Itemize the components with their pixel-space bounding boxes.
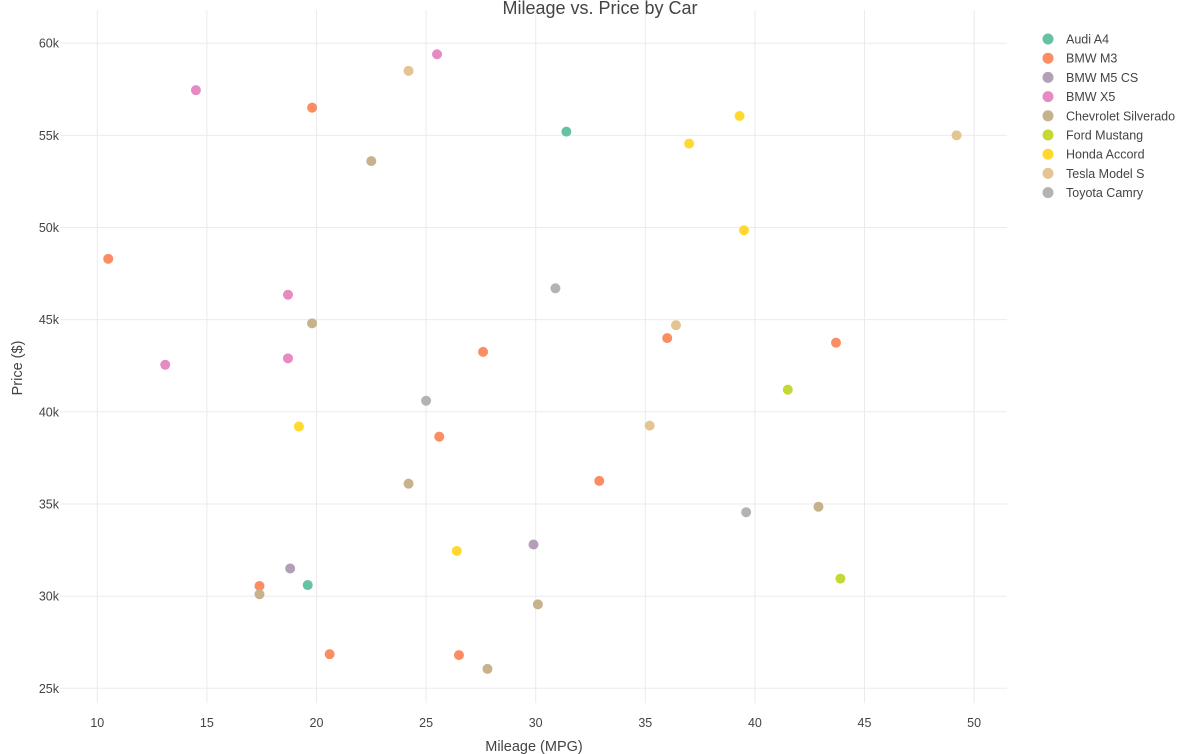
data-point[interactable]	[190, 85, 201, 96]
data-point[interactable]	[307, 318, 318, 329]
data-point[interactable]	[782, 384, 793, 395]
legend-label: Toyota Camry	[1066, 186, 1144, 200]
legend-item[interactable]: Chevrolet Silverado	[1042, 109, 1176, 123]
data-point[interactable]	[282, 353, 293, 364]
data-point[interactable]	[644, 420, 655, 431]
y-tick-label: 40k	[39, 405, 60, 419]
legend-item[interactable]: BMW X5	[1042, 90, 1116, 104]
data-point[interactable]	[662, 333, 673, 344]
x-tick-label: 10	[90, 716, 104, 730]
data-point[interactable]	[670, 320, 681, 331]
data-point[interactable]	[307, 102, 318, 113]
data-point[interactable]	[835, 573, 846, 584]
x-tick-label: 50	[967, 716, 981, 730]
legend-marker	[1042, 33, 1054, 45]
legend-label: Honda Accord	[1066, 148, 1145, 162]
data-point[interactable]	[453, 650, 464, 661]
data-point[interactable]	[285, 563, 296, 574]
x-tick-label: 40	[748, 716, 762, 730]
x-axis-ticks: 10 15 20 25 30 35 40 45 50	[90, 716, 981, 730]
legend-label: Chevrolet Silverado	[1066, 109, 1175, 123]
legend-marker	[1042, 71, 1054, 83]
data-point[interactable]	[741, 507, 752, 518]
x-tick-label: 45	[858, 716, 872, 730]
data-point[interactable]	[254, 589, 265, 600]
y-tick-label: 25k	[39, 682, 60, 696]
legend-item[interactable]: Toyota Camry	[1042, 186, 1144, 200]
legend-item[interactable]: BMW M3	[1042, 52, 1118, 66]
legend-marker	[1042, 167, 1054, 179]
data-point[interactable]	[831, 337, 842, 348]
x-axis-label: Mileage (MPG)	[485, 739, 583, 754]
legend-label: BMW M5 CS	[1066, 71, 1138, 85]
legend-marker	[1042, 148, 1054, 160]
legend-marker	[1042, 129, 1054, 141]
y-tick-label: 35k	[39, 497, 60, 511]
y-axis-label: Price ($)	[10, 341, 26, 396]
legend[interactable]: Audi A4 BMW M3 BMW M5 CS BMW X5 Chevrolet Si…	[1042, 33, 1176, 201]
data-point[interactable]	[254, 580, 265, 591]
data-point[interactable]	[282, 289, 293, 300]
x-tick-label: 35	[638, 716, 652, 730]
data-point[interactable]	[561, 126, 572, 137]
data-point[interactable]	[738, 225, 749, 236]
legend-marker	[1042, 52, 1054, 64]
legend-item[interactable]: Audi A4	[1042, 33, 1110, 47]
y-tick-label: 60k	[39, 37, 60, 51]
data-point[interactable]	[403, 65, 414, 76]
data-point[interactable]	[403, 478, 414, 489]
y-tick-label: 30k	[39, 590, 60, 604]
data-point[interactable]	[550, 283, 561, 294]
data-point[interactable]	[594, 475, 605, 486]
y-axis-ticks: 25k 30k 35k 40k 45k 50k 55k 60k	[39, 37, 60, 696]
y-tick-label: 45k	[39, 313, 60, 327]
data-point[interactable]	[451, 545, 462, 556]
y-tick-label: 55k	[39, 129, 60, 143]
legend-label: Tesla Model S	[1066, 167, 1145, 181]
data-point[interactable]	[434, 431, 445, 442]
legend-marker	[1042, 91, 1054, 103]
legend-label: BMW M3	[1066, 52, 1117, 66]
data-point[interactable]	[734, 110, 745, 121]
data-point[interactable]	[528, 539, 539, 550]
data-point[interactable]	[103, 253, 114, 264]
data-points	[103, 49, 962, 674]
data-point[interactable]	[421, 395, 432, 406]
data-point[interactable]	[160, 359, 171, 370]
chart-title: Mileage vs. Price by Car	[502, 0, 697, 18]
x-tick-label: 30	[529, 716, 543, 730]
x-tick-label: 25	[419, 716, 433, 730]
data-point[interactable]	[324, 649, 335, 660]
data-point[interactable]	[302, 580, 313, 591]
legend-label: BMW X5	[1066, 90, 1115, 104]
legend-item[interactable]: Ford Mustang	[1042, 129, 1144, 143]
x-tick-label: 15	[200, 716, 214, 730]
gridlines	[60, 10, 1007, 703]
data-point[interactable]	[478, 346, 489, 357]
y-tick-label: 50k	[39, 221, 60, 235]
legend-item[interactable]: Tesla Model S	[1042, 167, 1145, 181]
legend-item[interactable]: BMW M5 CS	[1042, 71, 1139, 85]
x-tick-label: 20	[310, 716, 324, 730]
data-point[interactable]	[482, 663, 493, 674]
data-point[interactable]	[293, 421, 304, 432]
data-point[interactable]	[813, 501, 824, 512]
legend-marker	[1042, 187, 1054, 199]
data-point[interactable]	[951, 130, 962, 141]
data-point[interactable]	[432, 49, 443, 60]
legend-marker	[1042, 110, 1054, 122]
data-point[interactable]	[684, 138, 695, 149]
data-point[interactable]	[366, 156, 377, 167]
data-point[interactable]	[532, 599, 543, 610]
legend-label: Audi A4	[1066, 33, 1109, 47]
legend-item[interactable]: Honda Accord	[1042, 148, 1145, 162]
legend-label: Ford Mustang	[1066, 129, 1143, 143]
